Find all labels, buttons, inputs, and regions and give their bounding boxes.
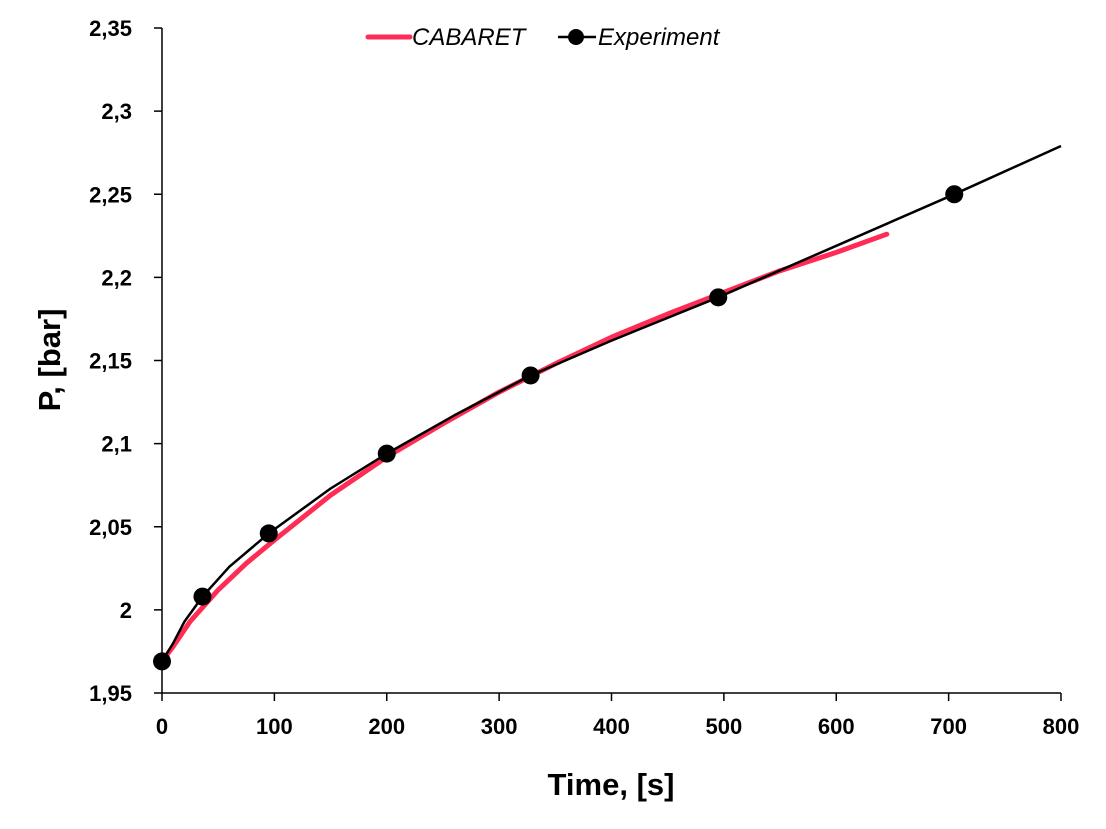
y-tick-label: 1,95 bbox=[89, 681, 132, 706]
x-axis: 0 100 200 300 400 500 600 700 800 bbox=[156, 692, 1080, 739]
legend-label-cabaret: CABARET bbox=[412, 24, 528, 51]
y-tick-label: 2,25 bbox=[89, 182, 132, 207]
y-tick-label: 2,3 bbox=[101, 99, 132, 124]
legend-swatch-experiment-marker bbox=[568, 29, 584, 45]
x-tick-label: 500 bbox=[706, 714, 743, 739]
experiment-point bbox=[521, 366, 540, 385]
x-tick-label: 800 bbox=[1043, 714, 1080, 739]
x-axis-title: Time, [s] bbox=[548, 767, 675, 802]
experiment-point bbox=[259, 524, 278, 543]
series-layer bbox=[153, 144, 1062, 671]
y-axis-title: P, [bar] bbox=[32, 309, 67, 412]
y-axis: 1,95 2 2,05 2,1 2,15 2,2 2,25 2,3 2,35 bbox=[89, 16, 163, 706]
y-tick-label: 2,1 bbox=[101, 432, 132, 457]
x-tick-label: 600 bbox=[818, 714, 855, 739]
y-tick-label: 2,35 bbox=[89, 16, 132, 41]
experiment-point bbox=[709, 288, 728, 307]
legend-label-experiment: Experiment bbox=[598, 24, 721, 51]
x-tick-label: 300 bbox=[481, 714, 518, 739]
experiment-point bbox=[193, 587, 212, 606]
y-tick-label: 2,05 bbox=[89, 515, 132, 540]
x-tick-label: 700 bbox=[930, 714, 967, 739]
x-tick-label: 0 bbox=[156, 714, 168, 739]
experiment-point bbox=[945, 185, 964, 204]
series-line-cabaret bbox=[159, 231, 890, 664]
x-tick-label: 400 bbox=[593, 714, 630, 739]
series-line-experiment bbox=[160, 144, 1062, 663]
y-tick-label: 2 bbox=[120, 598, 132, 623]
y-tick-label: 2,2 bbox=[101, 265, 132, 290]
y-tick-label: 2,15 bbox=[89, 349, 132, 374]
legend: CABARET Experiment bbox=[365, 24, 721, 51]
experiment-point bbox=[153, 652, 171, 671]
x-tick-label: 100 bbox=[256, 714, 293, 739]
experiment-point bbox=[377, 444, 396, 463]
x-tick-label: 200 bbox=[368, 714, 405, 739]
